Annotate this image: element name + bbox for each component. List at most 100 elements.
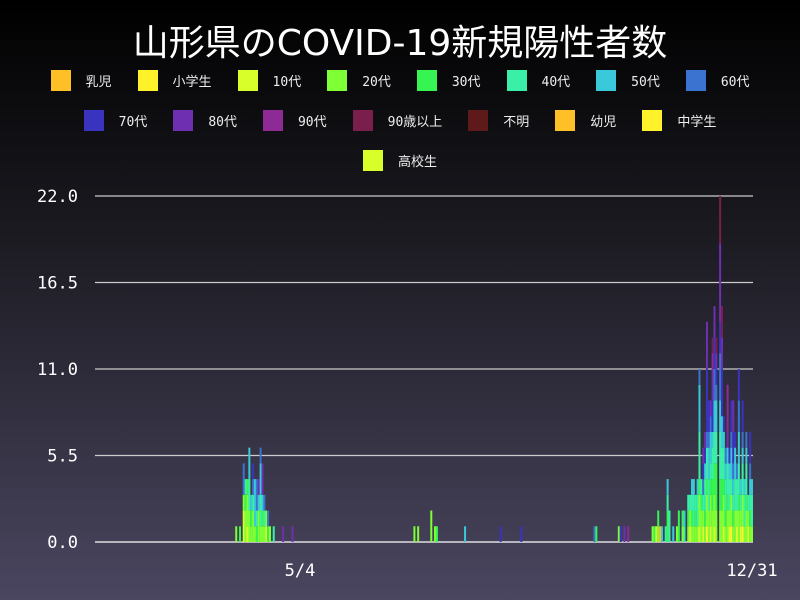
bar-segment <box>464 526 467 542</box>
bar-segment <box>720 306 723 338</box>
bar-segment <box>732 494 735 511</box>
bar-segment <box>689 494 692 511</box>
legend-label: 小学生 <box>172 74 212 90</box>
legend-label: 60代 <box>720 74 750 90</box>
bar-segment <box>244 510 247 542</box>
bar-segment <box>720 479 723 511</box>
legend-item: 70代 <box>83 109 147 131</box>
legend-swatch <box>237 69 258 91</box>
bar-segment <box>713 526 716 542</box>
legend-swatch <box>468 109 489 131</box>
bar-segment <box>726 384 729 432</box>
bar-segment <box>244 479 247 495</box>
bar-segment <box>747 510 750 527</box>
bar-segment <box>705 321 708 369</box>
legend-label: 90代 <box>297 114 327 130</box>
bar-segment <box>653 526 656 542</box>
bar-segment <box>713 431 716 464</box>
bar-segment <box>705 526 708 542</box>
bar-segment <box>595 526 598 542</box>
bar-segment <box>724 447 727 464</box>
bar-segment <box>732 400 735 432</box>
bar-segment <box>268 526 271 542</box>
bar-segment <box>690 526 693 542</box>
bar-segment <box>696 526 699 542</box>
bar-segment <box>749 479 752 495</box>
bar-segment <box>707 479 710 511</box>
bar-segment <box>747 494 750 511</box>
bar-segment <box>749 494 752 511</box>
bar-segment <box>722 526 725 542</box>
legend-item: 20代 <box>327 69 391 91</box>
bar-segment <box>627 526 630 542</box>
bar-segment <box>722 431 725 448</box>
bar-segment <box>704 447 707 464</box>
bar-segment <box>702 510 705 527</box>
bar-segment <box>724 463 727 480</box>
legend-label: 20代 <box>362 74 391 90</box>
legend-swatch <box>416 69 437 91</box>
bar-segment <box>698 494 701 527</box>
bar-segment <box>739 494 742 511</box>
bar-segment <box>250 526 253 542</box>
bar-segment <box>715 384 718 401</box>
bar-segment <box>255 510 258 527</box>
legend-item: 高校生 <box>362 149 437 171</box>
bar-segment <box>720 510 723 542</box>
bar-segment <box>743 526 746 542</box>
bar-segment <box>728 526 731 542</box>
bar-segment <box>690 494 693 511</box>
bar-segment <box>677 510 680 542</box>
bar-segment <box>257 479 260 495</box>
bar-segment <box>253 526 256 542</box>
bar-segment <box>726 510 729 542</box>
bar-segment <box>261 526 264 542</box>
bar-segment <box>253 479 256 527</box>
bar-segment <box>749 463 752 480</box>
legend-label: 中学生 <box>677 114 717 130</box>
bar-segment <box>694 494 697 511</box>
bar-segment <box>719 510 722 542</box>
bar-segment <box>707 431 710 448</box>
bar-segment <box>737 494 740 511</box>
bar-segment <box>709 494 712 527</box>
bar-segment <box>711 369 714 401</box>
bar-segment <box>668 510 671 542</box>
bar-segment <box>417 526 420 542</box>
bar-segment <box>263 494 266 511</box>
legend-label: 高校生 <box>397 154 437 170</box>
bar-segment <box>749 431 752 464</box>
legend-item: 80代 <box>173 109 237 131</box>
bar-segment <box>692 526 695 542</box>
bar-segment <box>689 526 692 542</box>
bar-segment <box>715 400 718 432</box>
bar-segment <box>694 526 697 542</box>
bar-segment <box>741 494 744 527</box>
bar-segment <box>252 510 255 542</box>
bar-segment <box>724 526 727 542</box>
legend-item: 40代 <box>506 69 571 91</box>
bar-segment <box>722 479 725 495</box>
bar-segment <box>745 447 748 464</box>
bar-segment <box>255 479 258 511</box>
bar-segment <box>732 510 735 527</box>
bar-segment <box>263 510 266 527</box>
bar-segment <box>672 526 675 542</box>
bar-segment <box>702 479 705 495</box>
bar-segment <box>722 416 725 432</box>
bar-segment <box>259 447 262 464</box>
legend-label: 40代 <box>541 74 571 90</box>
bar-segment <box>739 479 742 495</box>
bar-segment <box>735 526 738 542</box>
bar-segment <box>698 384 701 432</box>
bar-segment <box>246 494 249 527</box>
bar-segment <box>261 463 264 495</box>
bar-segment <box>267 526 270 542</box>
bar-segment <box>719 243 722 322</box>
bar-segment <box>242 463 245 495</box>
bar-segment <box>698 526 701 542</box>
bar-segment <box>617 526 620 542</box>
legend-row: 乳児 小学生 10代 20代 30代 40代 50代 60代 <box>0 69 800 91</box>
bar-segment <box>711 337 714 354</box>
